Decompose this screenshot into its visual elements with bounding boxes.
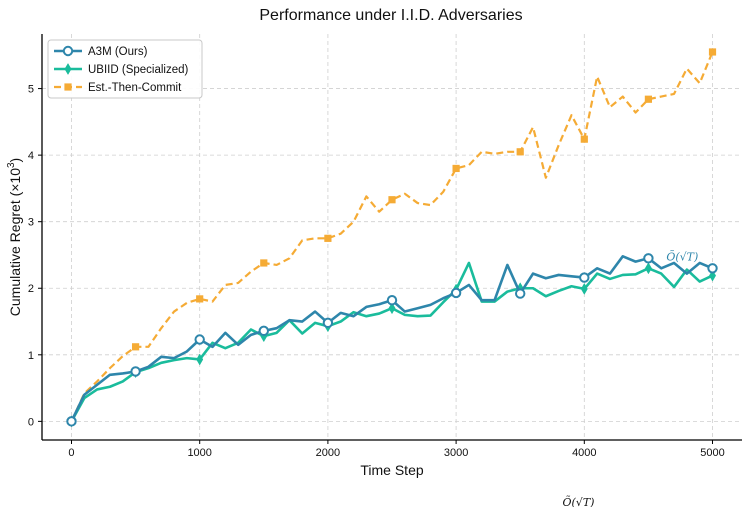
series-1 (67, 261, 717, 428)
y-tick-label-1: 1 (28, 350, 34, 362)
y-axis-label-close: ) (7, 158, 23, 163)
y-tick-label-0: 0 (28, 416, 34, 428)
series-0 (66, 253, 718, 427)
y-axis-label: Cumulative Regret (×103) (6, 158, 23, 316)
annotation-0: Õ(√T) (666, 249, 698, 263)
series-2-point-20 (324, 234, 332, 242)
x-axis-label: Time Step (360, 462, 423, 478)
series-2-point-25 (388, 196, 396, 204)
x-tick-label-4: 4000 (572, 447, 596, 459)
x-tick-label-2: 2000 (316, 447, 340, 459)
series-0-point-0 (66, 416, 77, 427)
series-2-point-15 (260, 259, 268, 267)
legend-label-1: UBIID (Specialized) (88, 64, 189, 76)
series-1-line (70, 261, 714, 422)
y-tick-label-3: 3 (28, 217, 34, 229)
x-tick-label-1: 1000 (187, 447, 211, 459)
series-2-point-50 (708, 48, 717, 56)
series-1-point-10 (196, 353, 204, 366)
series-0-point-40 (579, 272, 590, 283)
legend: A3M (Ours) UBIID (Specialized) Est.-Then-C… (47, 39, 203, 99)
legend-label-2: Est.-Then-Commit (88, 82, 182, 94)
series-0-point-30 (450, 287, 462, 299)
x-tick-label-5: 5000 (700, 447, 724, 459)
grid (42, 34, 742, 440)
series-0-point-15 (258, 325, 269, 337)
series-2-point-40 (580, 135, 588, 143)
series-0-line (70, 255, 714, 422)
y-tick-label-5: 5 (28, 84, 34, 96)
series-1-point-45 (644, 262, 652, 275)
series-2-point-30 (452, 164, 460, 173)
series-0-point-5 (130, 366, 141, 377)
annotations: Õ(√T) Õ(√T) (563, 249, 699, 507)
series-2-point-45 (644, 95, 653, 103)
chart-title: Performance under I.I.D. Adversaries (259, 7, 522, 24)
legend-marker-1 (64, 63, 72, 75)
y-axis-label-sup: 3 (6, 162, 17, 168)
y-tick-label-2: 2 (28, 283, 34, 295)
x-tick-label-3: 3000 (444, 447, 468, 459)
series-2 (67, 48, 717, 425)
legend-label-0: A3M (Ours) (88, 46, 148, 58)
series-0-point-25 (386, 295, 398, 306)
series-0-point-20 (322, 317, 334, 329)
series-0-point-10 (194, 334, 205, 345)
x-tick-label-0: 0 (68, 447, 74, 459)
axes (41, 34, 742, 441)
series-0-point-35 (515, 288, 526, 299)
series-0-point-45 (643, 253, 654, 264)
ticks: 0 1000 2000 3000 4000 5000 0 1 2 3 4 5 (28, 84, 725, 459)
legend-box (47, 39, 203, 99)
y-axis-label-main: Cumulative Regret (×10 (7, 168, 23, 316)
series-2-point-5 (131, 343, 140, 351)
annotation-1: Õ(√T) (563, 495, 595, 507)
series-0-point-50 (707, 263, 718, 274)
series-1-point-25 (388, 302, 396, 315)
series-layer (66, 48, 718, 428)
y-tick-label-4: 4 (28, 150, 34, 162)
series-2-point-10 (196, 295, 204, 303)
series-2-line (70, 51, 714, 422)
legend-marker-2 (64, 83, 72, 91)
legend-marker-0 (62, 45, 74, 57)
series-1-point-40 (580, 282, 588, 295)
series-2-point-35 (516, 148, 524, 156)
